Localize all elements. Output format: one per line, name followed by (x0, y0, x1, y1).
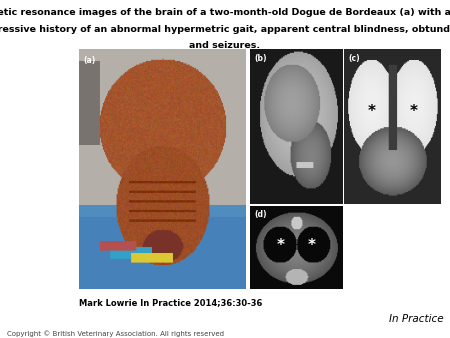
Text: In Practice: In Practice (389, 314, 443, 324)
Text: *: * (307, 238, 315, 254)
Text: and seizures.: and seizures. (189, 41, 261, 50)
Text: (b): (b) (254, 54, 267, 63)
Text: (a): (a) (84, 56, 96, 65)
Text: Magnetic resonance images of the brain of a two-month-old Dogue de Bordeaux (a) : Magnetic resonance images of the brain o… (0, 8, 450, 18)
Text: Copyright © British Veterinary Association. All rights reserved: Copyright © British Veterinary Associati… (7, 331, 224, 337)
Text: progressive history of an abnormal hypermetric gait, apparent central blindness,: progressive history of an abnormal hyper… (0, 25, 450, 34)
Text: (d): (d) (254, 210, 267, 219)
Text: *: * (276, 238, 284, 254)
Text: *: * (367, 104, 375, 119)
Text: *: * (410, 104, 418, 119)
Text: Mark Lowrie In Practice 2014;36:30-36: Mark Lowrie In Practice 2014;36:30-36 (79, 298, 262, 307)
Text: (c): (c) (348, 54, 360, 63)
